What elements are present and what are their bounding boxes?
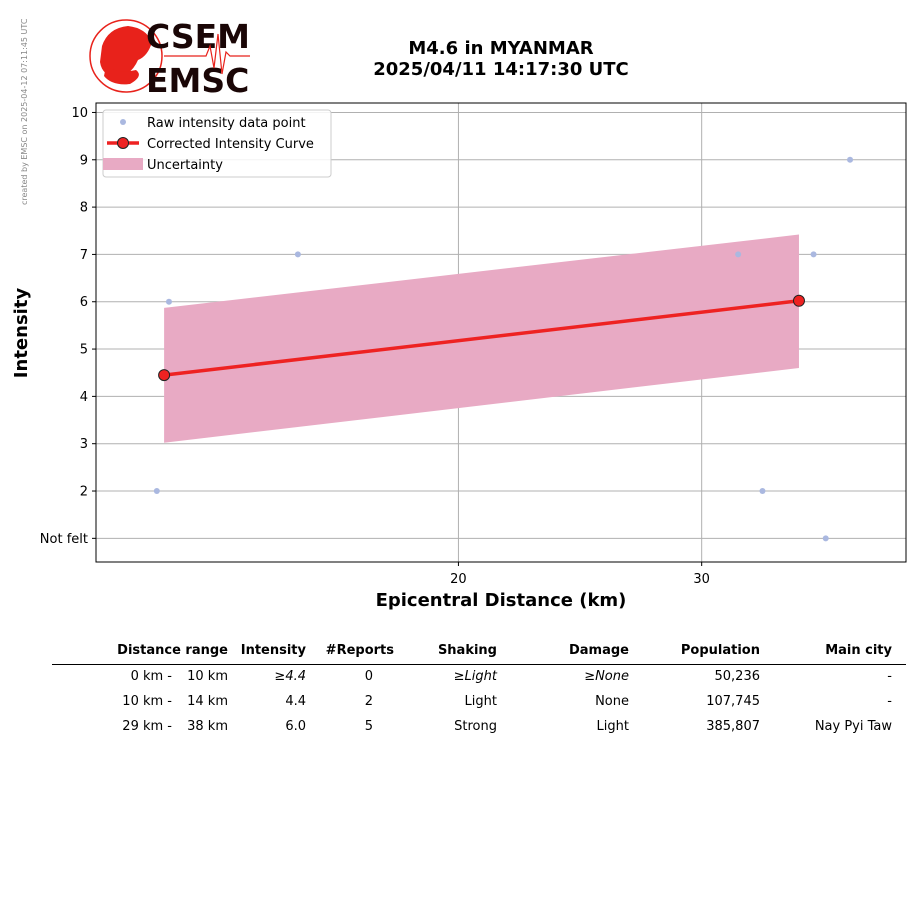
cell-distance-to: 38 km bbox=[187, 719, 228, 734]
cell-population: 107,745 bbox=[706, 694, 760, 709]
table-header-cell: #Reports bbox=[325, 643, 394, 658]
svg-text:CSEM: CSEM bbox=[146, 17, 250, 56]
cell-distance-to: 10 km bbox=[187, 669, 228, 684]
curve-marker bbox=[158, 369, 171, 382]
curve-line bbox=[163, 299, 800, 377]
cell-shaking: Light bbox=[464, 694, 497, 709]
y-tick-label: 5 bbox=[80, 343, 88, 358]
cell-distance-from: 0 km - bbox=[130, 669, 172, 684]
raw-data-point bbox=[822, 535, 829, 542]
y-tick-label: 2 bbox=[80, 485, 88, 500]
table-header-cell: Intensity bbox=[240, 643, 306, 658]
legend-curve-marker bbox=[117, 137, 129, 149]
y-tick-label: 7 bbox=[80, 248, 88, 263]
x-ticks: 20 30 bbox=[450, 562, 710, 587]
y-tick-label: 9 bbox=[80, 153, 88, 168]
y-tick-label: 8 bbox=[80, 201, 88, 216]
y-tick-label: 6 bbox=[80, 295, 88, 310]
cell-intensity: ≥4.4 bbox=[274, 669, 306, 684]
csem-emsc-logo: CSEM EMSC bbox=[89, 17, 250, 100]
raw-points bbox=[153, 156, 854, 542]
cell-damage: Light bbox=[596, 719, 629, 734]
plot-frame bbox=[95, 102, 907, 563]
cell-main-city: - bbox=[887, 694, 892, 709]
raw-data-point bbox=[294, 251, 301, 258]
cell-population: 385,807 bbox=[706, 719, 760, 734]
svg-text:EMSC: EMSC bbox=[146, 61, 249, 100]
cell-distance-from: 29 km - bbox=[122, 719, 172, 734]
cell-shaking: Strong bbox=[454, 719, 497, 734]
cell-intensity: 6.0 bbox=[285, 719, 306, 734]
table-header-rule bbox=[52, 664, 906, 665]
cell-damage: None bbox=[595, 694, 629, 709]
raw-data-point bbox=[810, 251, 817, 258]
y-tick-label: 3 bbox=[80, 437, 88, 452]
cell-population: 50,236 bbox=[714, 669, 761, 684]
raw-data-point bbox=[165, 298, 172, 305]
table-header-cell: Main city bbox=[825, 643, 892, 658]
cell-distance-to: 14 km bbox=[187, 694, 228, 709]
curve-marker bbox=[792, 294, 805, 307]
legend-curve-label: Corrected Intensity Curve bbox=[147, 137, 314, 152]
cell-reports: 5 bbox=[364, 719, 373, 734]
cell-reports: 2 bbox=[364, 694, 373, 709]
raw-data-point bbox=[153, 488, 160, 495]
table-header-cell: Shaking bbox=[437, 643, 497, 658]
cell-damage: ≥None bbox=[584, 669, 629, 684]
cell-main-city: - bbox=[887, 669, 892, 684]
table-header-cell: Distance range bbox=[117, 643, 228, 658]
raw-data-point bbox=[735, 251, 742, 258]
table-header-cell: Population bbox=[680, 643, 760, 658]
cell-distance-from: 10 km - bbox=[122, 694, 172, 709]
y-tick-label: 10 bbox=[71, 106, 88, 121]
table-header-cell: Damage bbox=[568, 643, 629, 658]
legend-band-swatch bbox=[103, 158, 143, 170]
chart-title: M4.6 in MYANMAR 2025/04/11 14:17:30 UTC bbox=[300, 38, 702, 80]
legend-band-label: Uncertainty bbox=[147, 158, 223, 173]
x-tick-label: 30 bbox=[693, 572, 710, 587]
y-tick-label: Not felt bbox=[40, 532, 88, 547]
y-axis-label: Intensity bbox=[11, 288, 32, 379]
intensity-curve bbox=[158, 294, 805, 382]
raw-data-point bbox=[847, 156, 854, 163]
y-tick-label: 4 bbox=[80, 390, 88, 405]
x-axis-label: Epicentral Distance (km) bbox=[376, 590, 627, 611]
legend-raw-marker bbox=[120, 119, 126, 125]
title-line-1: M4.6 in MYANMAR bbox=[408, 38, 594, 59]
cell-main-city: Nay Pyi Taw bbox=[814, 719, 892, 734]
legend: Raw intensity data point Corrected Inten… bbox=[102, 109, 332, 178]
cell-intensity: 4.4 bbox=[285, 694, 306, 709]
legend-raw-label: Raw intensity data point bbox=[147, 116, 306, 131]
cell-shaking: ≥Light bbox=[453, 669, 497, 684]
x-tick-label: 20 bbox=[450, 572, 467, 587]
cell-reports: 0 bbox=[364, 669, 373, 684]
y-ticks: Not felt 2 3 4 5 6 7 8 9 10 bbox=[40, 106, 96, 547]
raw-data-point bbox=[759, 488, 766, 495]
title-line-2: 2025/04/11 14:17:30 UTC bbox=[373, 59, 629, 80]
